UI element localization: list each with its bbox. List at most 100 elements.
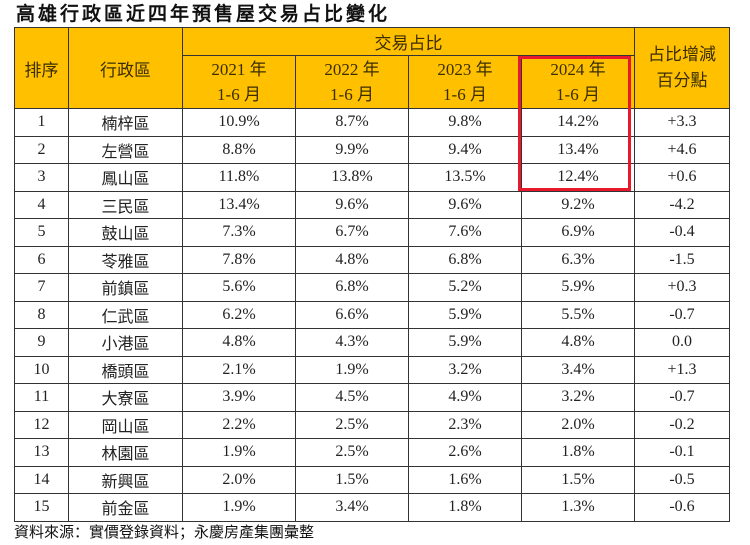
table-row: 2 左營區 8.8% 9.9% 9.4% 13.4% +4.6 xyxy=(14,135,730,164)
cell-y2022: 2.5% xyxy=(295,410,409,439)
cell-change: -4.2 xyxy=(634,190,730,219)
cell-y2024: 4.8% xyxy=(521,328,635,357)
cell-change: +4.6 xyxy=(634,135,730,164)
cell-y2023: 13.5% xyxy=(408,163,522,192)
table-row: 11 大寮區 3.9% 4.5% 4.9% 3.2% -0.7 xyxy=(14,383,730,412)
cell-y2024: 13.4% xyxy=(521,135,635,164)
table-row: 14 新興區 2.0% 1.5% 1.6% 1.5% -0.5 xyxy=(14,465,730,494)
header-year-2022: 2022 年 1-6 月 xyxy=(295,55,409,109)
cell-rank: 8 xyxy=(14,300,69,329)
cell-rank: 9 xyxy=(14,328,69,357)
cell-y2024: 2.0% xyxy=(521,410,635,439)
cell-y2024: 6.9% xyxy=(521,218,635,247)
cell-change: +3.3 xyxy=(634,108,730,137)
year-label: 2023 年 xyxy=(437,60,493,79)
cell-y2022: 8.7% xyxy=(295,108,409,137)
page-title: 高雄行政區近四年預售屋交易占比變化 xyxy=(16,3,391,25)
cell-district: 鼓山區 xyxy=(68,218,183,247)
cell-rank: 7 xyxy=(14,273,69,302)
table-row: 9 小港區 4.8% 4.3% 5.9% 4.8% 0.0 xyxy=(14,328,730,357)
cell-change: -0.5 xyxy=(634,465,730,494)
cell-rank: 5 xyxy=(14,218,69,247)
cell-rank: 6 xyxy=(14,245,69,274)
cell-y2023: 9.8% xyxy=(408,108,522,137)
cell-y2022: 6.6% xyxy=(295,300,409,329)
cell-y2022: 6.8% xyxy=(295,273,409,302)
cell-y2022: 1.5% xyxy=(295,465,409,494)
cell-y2023: 5.2% xyxy=(408,273,522,302)
header-year-2024: 2024 年 1-6 月 xyxy=(521,55,635,109)
cell-change: -1.5 xyxy=(634,245,730,274)
cell-y2024: 1.5% xyxy=(521,465,635,494)
cell-district: 前金區 xyxy=(68,493,183,522)
cell-district: 小港區 xyxy=(68,328,183,357)
cell-y2023: 5.9% xyxy=(408,328,522,357)
header-district: 行政區 xyxy=(68,27,183,109)
cell-y2022: 4.8% xyxy=(295,245,409,274)
table-row: 3 鳳山區 11.8% 13.8% 13.5% 12.4% +0.6 xyxy=(14,163,730,192)
cell-rank: 1 xyxy=(14,108,69,137)
cell-rank: 4 xyxy=(14,190,69,219)
header-change-line1: 占比增減 xyxy=(648,45,716,64)
cell-y2024: 1.3% xyxy=(521,493,635,522)
cell-district: 左營區 xyxy=(68,135,183,164)
cell-y2021: 6.2% xyxy=(182,300,296,329)
table-row: 8 仁武區 6.2% 6.6% 5.9% 5.5% -0.7 xyxy=(14,300,730,329)
header-year-2023: 2023 年 1-6 月 xyxy=(408,55,522,109)
cell-y2021: 4.8% xyxy=(182,328,296,357)
presale-share-table: 排序 行政區 交易占比 占比增減 百分點 2021 年 1-6 月 2022 年… xyxy=(14,27,730,522)
cell-y2023: 4.9% xyxy=(408,383,522,412)
cell-district: 新興區 xyxy=(68,465,183,494)
table-row: 1 楠梓區 10.9% 8.7% 9.8% 14.2% +3.3 xyxy=(14,108,730,137)
cell-y2023: 6.8% xyxy=(408,245,522,274)
cell-y2024: 3.4% xyxy=(521,355,635,384)
cell-y2023: 3.2% xyxy=(408,355,522,384)
cell-y2024: 14.2% xyxy=(521,108,635,137)
cell-y2021: 11.8% xyxy=(182,163,296,192)
period-label: 1-6 月 xyxy=(217,85,261,104)
cell-rank: 2 xyxy=(14,135,69,164)
cell-y2023: 7.6% xyxy=(408,218,522,247)
cell-district: 楠梓區 xyxy=(68,108,183,137)
cell-rank: 13 xyxy=(14,438,69,467)
cell-y2021: 10.9% xyxy=(182,108,296,137)
cell-district: 前鎮區 xyxy=(68,273,183,302)
cell-y2021: 5.6% xyxy=(182,273,296,302)
cell-y2023: 9.4% xyxy=(408,135,522,164)
cell-y2021: 2.0% xyxy=(182,465,296,494)
cell-district: 橋頭區 xyxy=(68,355,183,384)
header-rank: 排序 xyxy=(14,27,69,109)
cell-district: 大寮區 xyxy=(68,383,183,412)
cell-y2021: 13.4% xyxy=(182,190,296,219)
cell-change: -0.7 xyxy=(634,300,730,329)
table-row: 15 前金區 1.9% 3.4% 1.8% 1.3% -0.6 xyxy=(14,493,730,522)
cell-rank: 11 xyxy=(14,383,69,412)
header-change: 占比增減 百分點 xyxy=(634,27,730,109)
cell-y2024: 6.3% xyxy=(521,245,635,274)
header-share-group: 交易占比 xyxy=(182,27,635,56)
table-row: 6 苓雅區 7.8% 4.8% 6.8% 6.3% -1.5 xyxy=(14,245,730,274)
cell-rank: 15 xyxy=(14,493,69,522)
cell-district: 仁武區 xyxy=(68,300,183,329)
table-row: 7 前鎮區 5.6% 6.8% 5.2% 5.9% +0.3 xyxy=(14,273,730,302)
cell-y2021: 2.1% xyxy=(182,355,296,384)
period-label: 1-6 月 xyxy=(443,85,487,104)
cell-change: +0.3 xyxy=(634,273,730,302)
cell-change: -0.7 xyxy=(634,383,730,412)
year-label: 2021 年 xyxy=(211,60,267,79)
cell-y2024: 12.4% xyxy=(521,163,635,192)
cell-y2022: 9.9% xyxy=(295,135,409,164)
cell-district: 林園區 xyxy=(68,438,183,467)
period-label: 1-6 月 xyxy=(556,85,600,104)
cell-rank: 3 xyxy=(14,163,69,192)
cell-rank: 14 xyxy=(14,465,69,494)
table-row: 12 岡山區 2.2% 2.5% 2.3% 2.0% -0.2 xyxy=(14,410,730,439)
table-row: 10 橋頭區 2.1% 1.9% 3.2% 3.4% +1.3 xyxy=(14,355,730,384)
cell-y2021: 8.8% xyxy=(182,135,296,164)
cell-y2022: 13.8% xyxy=(295,163,409,192)
cell-y2021: 1.9% xyxy=(182,493,296,522)
header-year-2021: 2021 年 1-6 月 xyxy=(182,55,296,109)
cell-y2023: 2.6% xyxy=(408,438,522,467)
cell-y2021: 7.8% xyxy=(182,245,296,274)
source-note: 資料來源：實價登錄資料；永慶房產集團彙整 xyxy=(14,523,315,541)
